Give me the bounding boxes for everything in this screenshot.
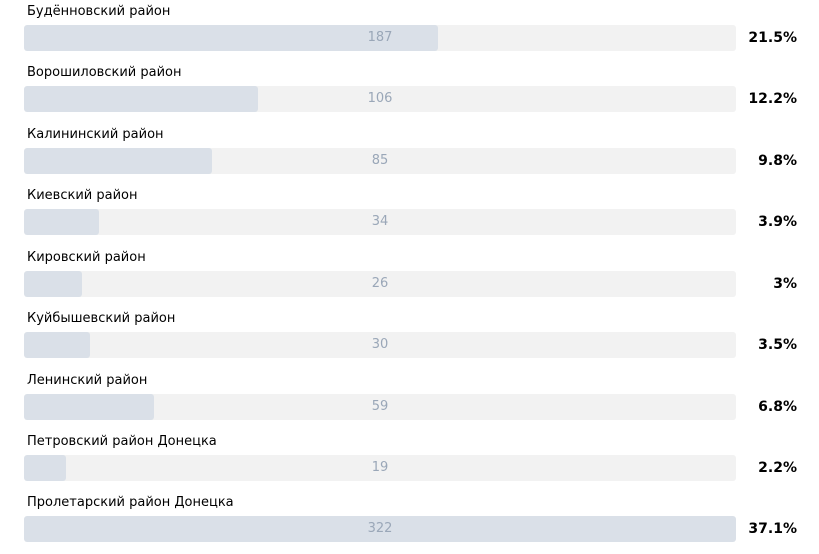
option-bar-fill <box>24 332 90 358</box>
poll-option[interactable]: Будённовский район 187 21.5% <box>0 3 819 63</box>
option-label: Ворошиловский район <box>27 65 182 80</box>
poll-option[interactable]: Ленинский район 59 6.8% <box>0 372 819 432</box>
option-percent: 37.1% <box>748 521 797 537</box>
poll-option[interactable]: Кировский район 26 3% <box>0 249 819 309</box>
option-label: Киевский район <box>27 188 138 203</box>
option-label: Кировский район <box>27 250 146 265</box>
option-percent: 2.2% <box>758 460 797 476</box>
poll-option[interactable]: Пролетарский район Донецка 322 37.1% <box>0 494 819 554</box>
poll-option[interactable]: Петровский район Донецка 19 2.2% <box>0 433 819 493</box>
option-vote-count: 59 <box>371 399 389 414</box>
option-vote-count: 106 <box>367 91 393 106</box>
option-bar-fill <box>24 86 258 112</box>
poll-option[interactable]: Киевский район 34 3.9% <box>0 187 819 247</box>
option-percent: 3.5% <box>758 337 797 353</box>
option-bar-fill <box>24 455 66 481</box>
option-percent: 3.9% <box>758 214 797 230</box>
option-bar: 322 <box>24 516 736 542</box>
option-bar-fill <box>24 209 99 235</box>
option-percent: 21.5% <box>748 30 797 46</box>
option-vote-count: 30 <box>371 337 389 352</box>
option-vote-count: 34 <box>371 214 389 229</box>
option-bar: 34 <box>24 209 736 235</box>
option-bar: 19 <box>24 455 736 481</box>
option-bar-fill <box>24 516 736 542</box>
option-label: Куйбышевский район <box>27 311 176 326</box>
option-label: Пролетарский район Донецка <box>27 495 234 510</box>
option-bar: 187 <box>24 25 736 51</box>
option-percent: 3% <box>773 276 797 292</box>
option-label: Ленинский район <box>27 373 148 388</box>
option-vote-count: 26 <box>371 276 389 291</box>
option-bar: 26 <box>24 271 736 297</box>
poll-option[interactable]: Калининский район 85 9.8% <box>0 126 819 186</box>
option-vote-count: 187 <box>367 30 393 45</box>
poll-option[interactable]: Куйбышевский район 30 3.5% <box>0 310 819 370</box>
option-vote-count: 19 <box>371 460 389 475</box>
option-bar-fill <box>24 148 212 174</box>
option-vote-count: 322 <box>367 521 393 536</box>
option-label: Будённовский район <box>27 4 171 19</box>
option-percent: 6.8% <box>758 399 797 415</box>
option-vote-count: 85 <box>371 153 389 168</box>
option-bar: 30 <box>24 332 736 358</box>
option-percent: 12.2% <box>748 91 797 107</box>
option-bar-fill <box>24 271 82 297</box>
option-bar: 106 <box>24 86 736 112</box>
option-label: Калининский район <box>27 127 164 142</box>
option-bar: 59 <box>24 394 736 420</box>
option-bar-fill <box>24 394 154 420</box>
option-bar: 85 <box>24 148 736 174</box>
option-label: Петровский район Донецка <box>27 434 217 449</box>
poll-option[interactable]: Ворошиловский район 106 12.2% <box>0 64 819 124</box>
option-percent: 9.8% <box>758 153 797 169</box>
option-bar-fill <box>24 25 438 51</box>
